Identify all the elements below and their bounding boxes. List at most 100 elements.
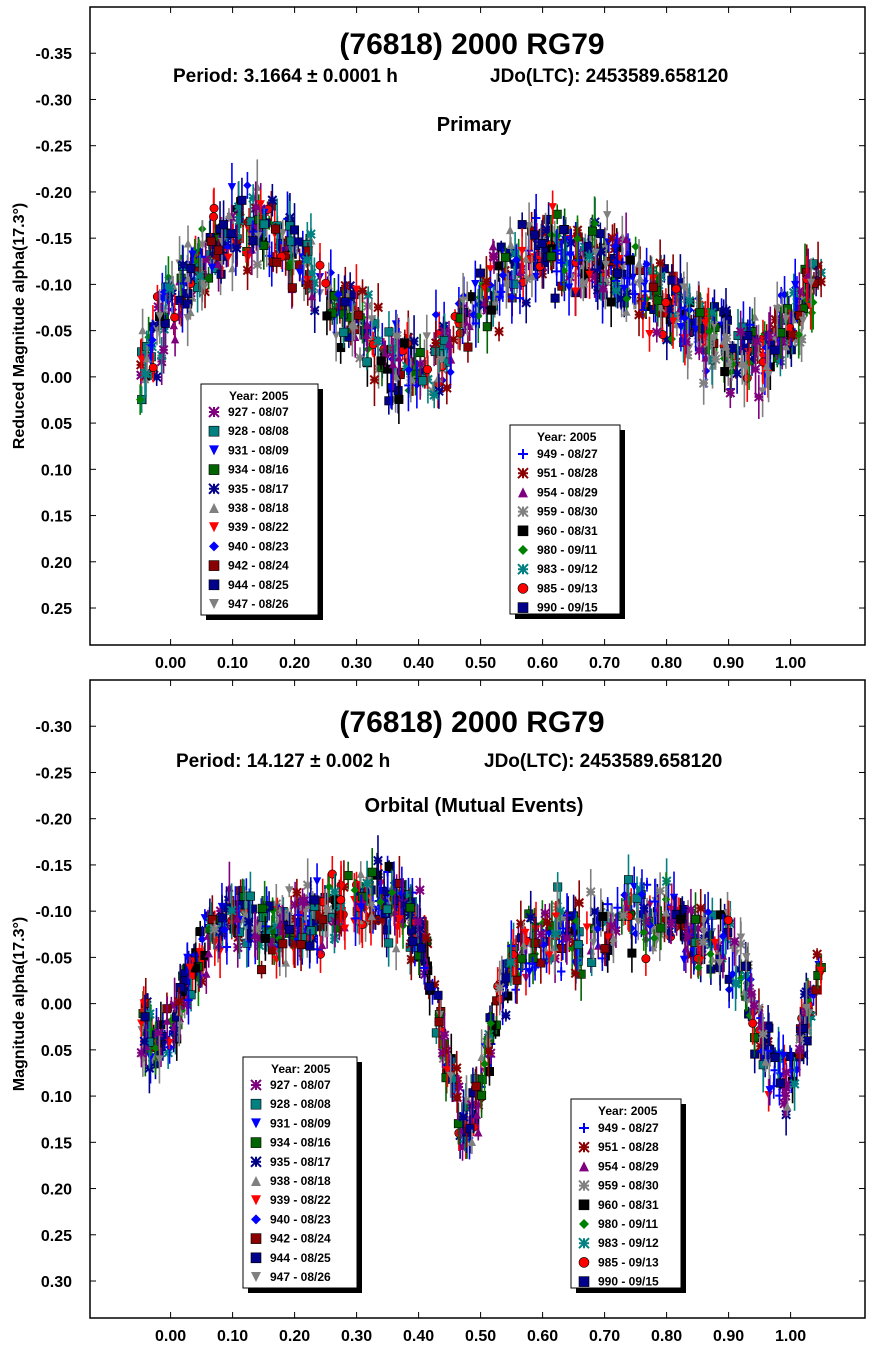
data-point: [507, 292, 517, 302]
data-point: [516, 964, 526, 974]
data-point: [744, 983, 755, 994]
data-point: [613, 903, 622, 912]
data-point: [557, 912, 568, 923]
data-point: [813, 970, 823, 980]
legend-marker: [209, 599, 219, 609]
data-point: [783, 1102, 792, 1111]
legend-label: 942 - 08/24: [270, 1232, 331, 1246]
data-point: [404, 365, 413, 375]
data-point: [220, 925, 229, 935]
data-point: [521, 297, 532, 308]
legend-box: [509, 424, 621, 615]
data-point: [241, 910, 251, 921]
legend-label: 942 - 08/24: [228, 559, 289, 573]
data-point: [654, 928, 665, 939]
data-point: [177, 1006, 186, 1015]
data-point: [721, 305, 731, 316]
legend-label: 960 - 08/31: [598, 1198, 659, 1212]
data-point: [458, 1111, 469, 1122]
data-point: [723, 915, 733, 925]
data-point: [213, 926, 224, 937]
data-point: [259, 240, 269, 250]
data-point: [535, 262, 545, 272]
data-point: [577, 248, 588, 259]
data-point: [140, 368, 150, 379]
orbital-legend-left: Year: 2005 927 - 08/07 928 - 08/08 931 - 0…: [242, 1056, 362, 1293]
data-point: [473, 1100, 484, 1110]
data-point: [394, 353, 403, 362]
data-point: [159, 287, 169, 297]
x-tick-label: 0.00: [155, 655, 186, 672]
data-point: [606, 297, 616, 307]
data-point: [798, 316, 808, 325]
legend-title: Year: 2005: [229, 389, 289, 403]
data-point: [185, 963, 195, 973]
data-point: [415, 348, 425, 358]
data-point: [500, 252, 510, 262]
data-point: [502, 278, 511, 287]
data-point: [574, 897, 585, 908]
data-point: [350, 885, 360, 895]
data-point: [695, 903, 706, 914]
data-point: [593, 924, 602, 934]
data-point: [805, 984, 816, 995]
x-tick-label: 0.20: [279, 655, 310, 672]
y-tick-label: 0.25: [41, 601, 72, 618]
legend-marker: [209, 445, 219, 456]
data-point: [302, 880, 313, 891]
data-point: [518, 945, 527, 954]
data-point: [173, 996, 184, 1007]
data-point: [405, 903, 415, 913]
y-tick-label: 0.00: [41, 997, 72, 1014]
legend-marker: [250, 1079, 262, 1091]
data-point: [438, 1053, 449, 1064]
data-point: [561, 933, 572, 944]
data-point: [731, 977, 742, 988]
data-point: [725, 387, 736, 398]
data-point: [634, 259, 644, 268]
data-point: [481, 276, 492, 287]
data-point: [682, 931, 693, 942]
data-point: [259, 219, 269, 229]
data-point: [376, 897, 385, 907]
data-point: [761, 1057, 770, 1066]
data-point: [184, 995, 193, 1005]
data-point: [736, 933, 746, 942]
data-point: [616, 293, 627, 304]
legend-label: 983 - 09/12: [537, 562, 598, 576]
data-point: [697, 946, 708, 957]
legend-marker: [208, 560, 220, 571]
data-point: [787, 329, 798, 340]
data-point: [540, 943, 549, 953]
data-point: [228, 910, 239, 921]
data-point: [352, 285, 361, 295]
data-point: [355, 352, 365, 363]
data-point: [140, 1012, 150, 1022]
data-point: [806, 278, 816, 288]
data-point: [155, 312, 164, 321]
data-point: [484, 1029, 494, 1040]
data-point: [655, 258, 666, 269]
data-point: [699, 927, 709, 937]
data-point: [367, 315, 377, 324]
primary-x-axis: 0.00 0.10 0.20 0.30 0.40 0.50 0.60 0.70 0.80 0.90…: [155, 7, 806, 672]
data-point: [356, 903, 366, 912]
data-point: [666, 918, 676, 929]
data-point: [645, 329, 654, 339]
data-point: [745, 1011, 755, 1020]
data-point: [649, 933, 659, 943]
legend-marker: [250, 1098, 262, 1110]
data-point: [387, 888, 397, 897]
data-point: [390, 343, 400, 354]
data-point: [629, 277, 639, 286]
data-point: [477, 1090, 487, 1100]
data-point: [391, 320, 401, 329]
data-point: [156, 350, 167, 361]
data-point: [164, 283, 175, 294]
data-point: [434, 1017, 444, 1027]
data-point: [527, 271, 537, 281]
y-tick-label: -0.10: [36, 277, 73, 294]
y-tick-label: -0.30: [36, 719, 73, 736]
data-point: [453, 1119, 463, 1129]
